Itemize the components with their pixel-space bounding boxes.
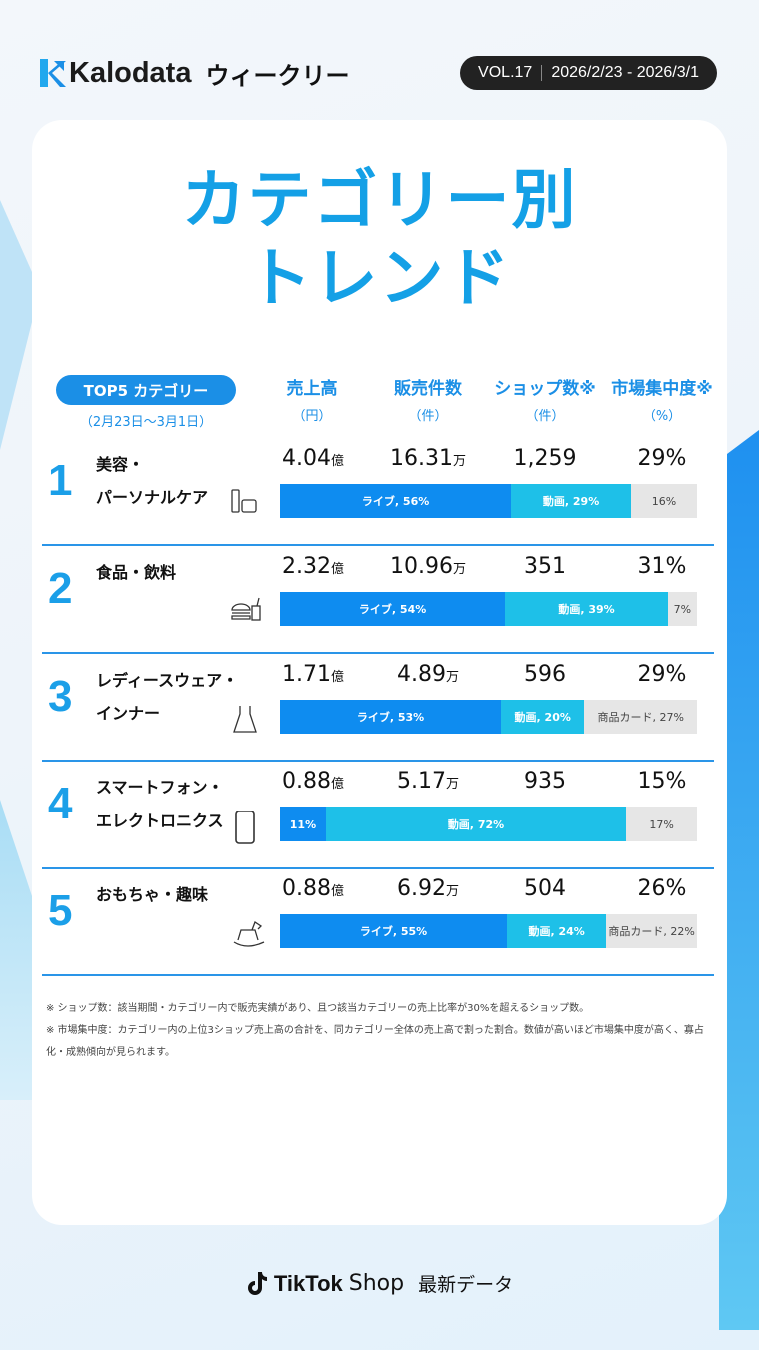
bar-segment-video: 動画, 72%: [325, 807, 627, 841]
bar-segment-live: 11%: [280, 807, 326, 841]
concentration-value: 29%: [637, 662, 687, 687]
shops-value: 351: [524, 554, 566, 579]
brand-name: Kalodata: [69, 56, 192, 89]
category-name: 美容・ パーソナルケア: [96, 455, 209, 507]
bar-segment-video: 動画, 20%: [501, 700, 585, 734]
units-value: 5.17万: [397, 769, 459, 794]
concentration-value: 26%: [637, 876, 687, 901]
divider: [541, 65, 543, 81]
units-value: 6.92万: [397, 876, 459, 901]
smartphone-icon: [235, 811, 255, 844]
bar-segment-card: 商品カード, 22%: [606, 914, 697, 948]
shops-value: 935: [524, 769, 566, 794]
channel-share-bar: ライブ, 55% 動画, 24% 商品カード, 22%: [280, 914, 697, 948]
category-name: スマートフォン・ エレクトロニクス: [96, 778, 224, 830]
title-line: カテゴリー別: [181, 164, 578, 238]
sales-value: 0.88億: [282, 769, 344, 794]
volume: VOL.17: [478, 64, 533, 81]
table-row: 1 美容・ パーソナルケア 4.04億 16.31万 1,259 29% ライブ,…: [42, 438, 714, 546]
rank: 4: [48, 779, 73, 828]
bar-segment-live: ライブ, 53%: [280, 700, 502, 734]
concentration-value: 31%: [637, 554, 687, 579]
shop-label: Shop: [348, 1271, 405, 1296]
table-row: 3 レディースウェア・ インナー 1.71億 4.89万 596 29% ライブ,…: [42, 654, 714, 762]
units-value: 16.31万: [390, 446, 466, 471]
kalodata-logo-icon: [40, 59, 66, 87]
column-concentration: 市場集中度※ （%）: [611, 379, 713, 424]
period-label: （2月23日～3月1日）: [79, 415, 213, 430]
bar-segment-card: 商品カード, 27%: [584, 700, 698, 734]
footnotes: ※ ショップ数：該当期間・カテゴリー内で販売実績があり、且つ該当カテゴリーの売上…: [46, 998, 713, 1064]
issue-badge: VOL.17 2026/2/23 - 2026/3/1: [460, 56, 717, 90]
tiktok-icon: [247, 1271, 267, 1295]
date-range: 2026/2/23 - 2026/3/1: [551, 64, 699, 81]
title-line: トレンド: [247, 242, 512, 316]
rank: 1: [48, 456, 73, 505]
bar-segment-card: 16%: [630, 484, 697, 518]
table-row: 2 食品・飲料 2.32億 10.96万 351 31% ライブ, 54% 動画,…: [42, 546, 714, 654]
kalodata-logo: Kalodata: [40, 57, 191, 90]
dress-icon: [233, 706, 257, 733]
shops-value: 1,259: [513, 446, 577, 471]
header: Kalodata ウィークリー VOL.17 2026/2/23 - 2026/…: [40, 56, 719, 90]
bar-segment-video: 動画, 39%: [505, 592, 668, 626]
tiktok-brand: TikTok: [273, 1270, 343, 1296]
bar-segment-card: 7%: [667, 592, 697, 626]
top5-label: TOP5 カテゴリー: [56, 375, 236, 405]
shops-value: 596: [524, 662, 566, 687]
rank: 2: [48, 564, 73, 613]
category-name: 食品・飲料: [96, 563, 177, 582]
footer: TikTok Shop 最新データ: [0, 1270, 759, 1297]
sales-value: 0.88億: [282, 876, 344, 901]
rocking-horse-icon: [233, 921, 265, 947]
column-shops: ショップ数※ （件）: [494, 379, 596, 424]
latest-data-label: 最新データ: [418, 1274, 514, 1296]
units-value: 4.89万: [397, 662, 459, 687]
burger-drink-icon: [231, 597, 261, 621]
concentration-value: 15%: [637, 769, 687, 794]
bar-segment-live: ライブ, 55%: [280, 914, 508, 948]
bar-segment-live: ライブ, 54%: [280, 592, 506, 626]
sales-value: 4.04億: [282, 446, 344, 471]
bar-segment-card: 17%: [626, 807, 697, 841]
bar-segment-video: 動画, 24%: [507, 914, 607, 948]
cosmetics-icon: [231, 489, 257, 513]
bar-segment-video: 動画, 29%: [511, 484, 631, 518]
channel-share-bar: ライブ, 56% 動画, 29% 16%: [280, 484, 697, 518]
rank: 5: [48, 886, 73, 935]
category-name: レディースウェア・ インナー: [96, 671, 239, 723]
bar-segment-live: ライブ, 56%: [280, 484, 512, 518]
units-value: 10.96万: [390, 554, 466, 579]
sales-value: 1.71億: [282, 662, 344, 687]
channel-share-bar: 11% 動画, 72% 17%: [280, 807, 697, 841]
column-sales: 売上高 （円）: [286, 379, 338, 424]
table-row: 4 スマートフォン・ エレクトロニクス 0.88億 5.17万 935 15% 1…: [42, 761, 714, 869]
shops-value: 504: [524, 876, 566, 901]
channel-share-bar: ライブ, 54% 動画, 39% 7%: [280, 592, 697, 626]
table-row: 5 おもちゃ・趣味 0.88億 6.92万 504 26% ライブ, 55% 動画…: [42, 868, 714, 976]
page-title: カテゴリー別 トレンド: [32, 162, 727, 318]
sales-value: 2.32億: [282, 554, 344, 579]
category-name: おもちゃ・趣味: [96, 885, 209, 904]
footnote: ※ ショップ数：該当期間・カテゴリー内で販売実績があり、且つ該当カテゴリーの売上…: [46, 1003, 590, 1014]
channel-share-bar: ライブ, 53% 動画, 20% 商品カード, 27%: [280, 700, 698, 734]
rank: 3: [48, 672, 73, 721]
concentration-value: 29%: [637, 446, 687, 471]
column-units: 販売件数 （件）: [394, 379, 462, 424]
footnote: ※ 市場集中度：カテゴリー内の上位3ショップ売上高の合計を、同カテゴリー全体の売…: [46, 1025, 704, 1058]
main-card: カテゴリー別 トレンド TOP5 カテゴリー （2月23日～3月1日） 売上高（…: [32, 120, 727, 1225]
weekly-label: ウィークリー: [205, 61, 350, 90]
